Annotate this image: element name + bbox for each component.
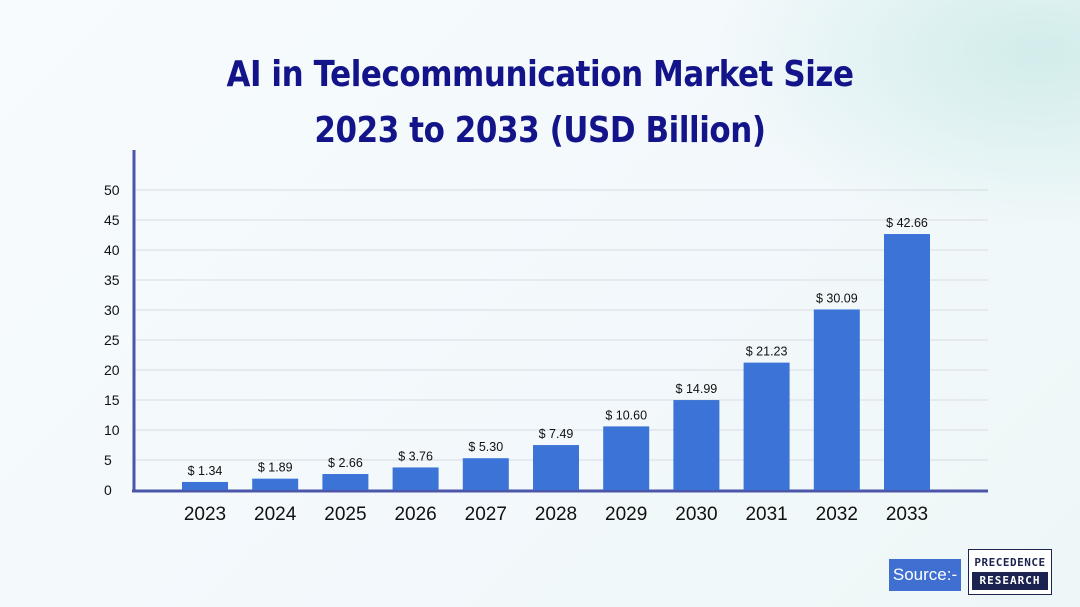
x-tick-label: 2033 [886,504,928,525]
bar [392,467,439,490]
y-tick-label: 45 [104,212,120,228]
y-tick-label: 30 [104,302,120,318]
data-label: $ 1.89 [258,461,293,475]
data-label: $ 7.49 [539,427,574,441]
source-label: Source:- [889,559,961,591]
y-tick-label: 15 [104,392,120,408]
bar [533,445,579,490]
data-label: $ 1.34 [188,464,223,478]
x-tick-label: 2025 [324,504,366,525]
bar [603,426,650,490]
bar [182,481,228,490]
x-tick-label: 2032 [816,504,858,525]
y-tick-label: 0 [104,482,112,498]
bar [813,309,860,490]
y-tick-label: 35 [104,272,120,288]
bar [322,474,369,490]
y-tick-label: 10 [104,422,120,438]
precedence-research-logo: PRECEDENCE RESEARCH [968,549,1052,595]
x-tick-label: 2027 [465,504,507,525]
bar [673,400,720,490]
bar [462,458,509,490]
logo-line-1: PRECEDENCE [974,554,1046,572]
x-tick-label: 2023 [184,504,226,525]
bar [252,478,299,490]
chart-subtitle: 2023 to 2033 (USD Billion) [314,110,766,151]
y-tick-label: 25 [104,332,120,348]
x-tick-label: 2026 [394,504,436,525]
data-label: $ 10.60 [605,408,647,422]
x-tick-label: 2030 [675,504,717,525]
data-label: $ 5.30 [468,440,503,454]
data-label: $ 2.66 [328,456,363,470]
data-label: $ 3.76 [398,449,433,463]
bar [884,234,930,490]
x-tick-label: 2031 [745,504,787,525]
y-tick-label: 20 [104,362,120,378]
data-label: $ 21.23 [746,345,788,359]
x-tick-label: 2029 [605,504,647,525]
x-tick-label: 2024 [254,504,297,525]
y-tick-label: 40 [104,242,120,258]
logo-line-2: RESEARCH [972,572,1048,590]
x-tick-label: 2028 [535,504,577,525]
data-label: $ 42.66 [886,216,928,230]
y-tick-label: 50 [104,182,120,198]
bar [743,362,790,490]
chart-title: AI in Telecommunication Market Size [226,54,854,95]
y-tick-label: 5 [104,452,112,468]
data-label: $ 14.99 [676,382,718,396]
data-label: $ 30.09 [816,291,858,305]
